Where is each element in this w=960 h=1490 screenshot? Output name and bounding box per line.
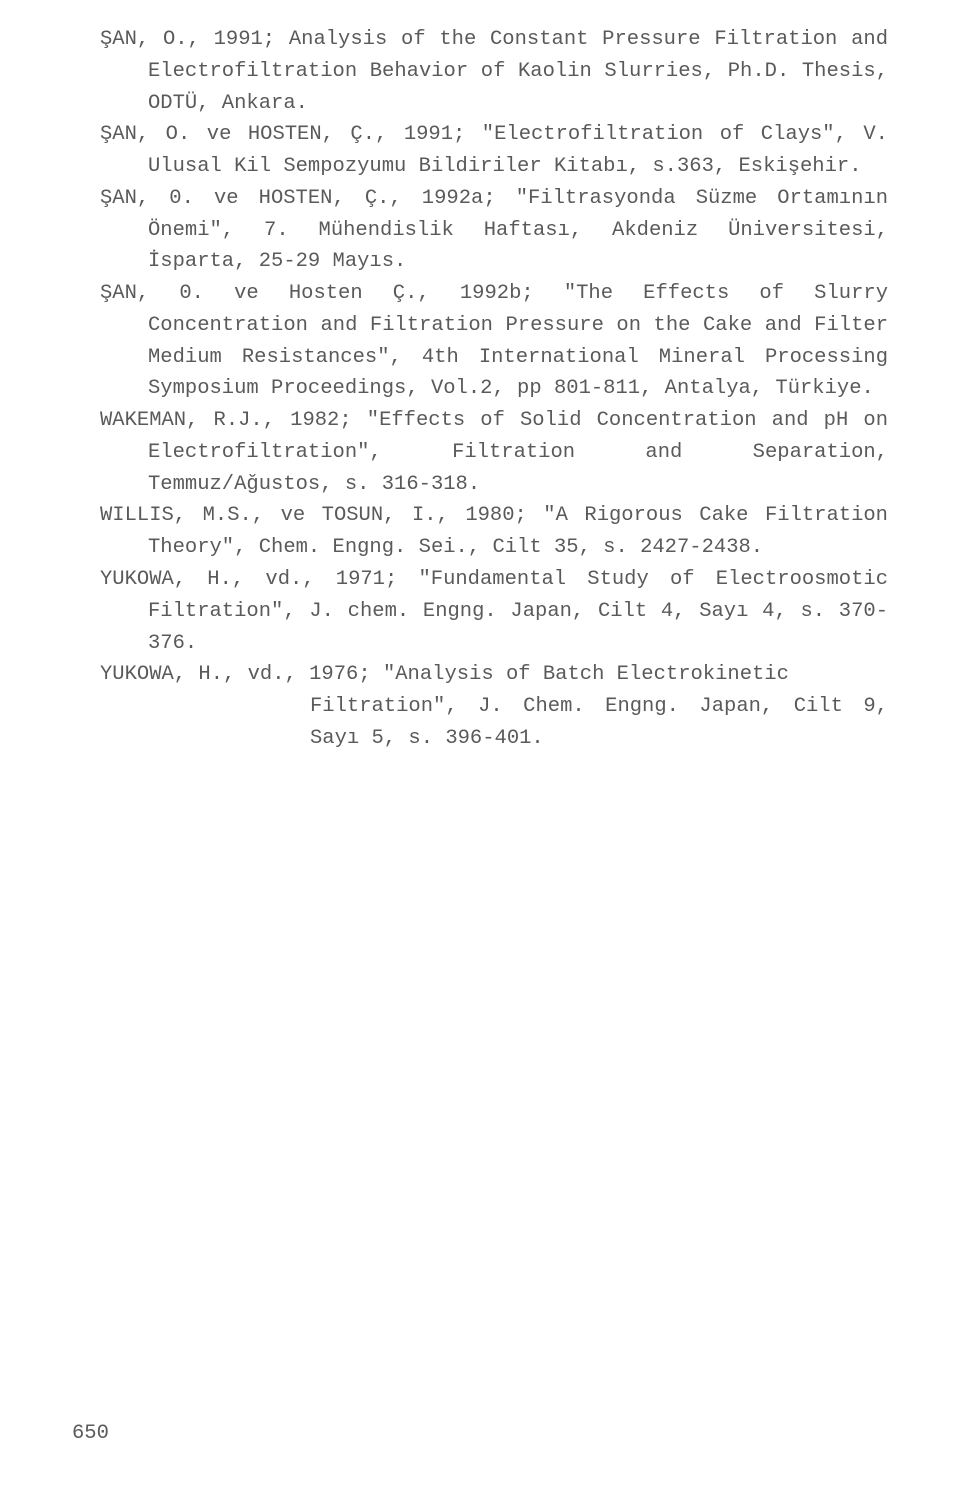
- reference-entry: ŞAN, O. ve HOSTEN, Ç., 1991; "Electrofil…: [100, 119, 888, 183]
- reference-line: ŞAN, O. ve HOSTEN, Ç., 1991; "Electrofil…: [100, 119, 888, 183]
- reference-entry: ŞAN, O., 1991; Analysis of the Constant …: [100, 24, 888, 119]
- reference-line: YUKOWA, H., vd., 1976; "Analysis of Batc…: [100, 659, 888, 691]
- reference-entry: YUKOWA, H., vd., 1976; "Analysis of Batc…: [100, 659, 888, 754]
- reference-entry: ŞAN, 0. ve Hosten Ç., 1992b; "The Effect…: [100, 278, 888, 405]
- references-list: ŞAN, O., 1991; Analysis of the Constant …: [100, 24, 888, 755]
- reference-line: ŞAN, 0. ve HOSTEN, Ç., 1992a; "Filtrasyo…: [100, 183, 888, 278]
- reference-line: Filtration", J. Chem. Engng. Japan, Cilt…: [100, 691, 888, 755]
- reference-entry: YUKOWA, H., vd., 1971; "Fundamental Stud…: [100, 564, 888, 659]
- reference-line: WAKEMAN, R.J., 1982; "Effects of Solid C…: [100, 405, 888, 500]
- reference-line: ŞAN, 0. ve Hosten Ç., 1992b; "The Effect…: [100, 278, 888, 405]
- reference-line: YUKOWA, H., vd., 1971; "Fundamental Stud…: [100, 564, 888, 659]
- reference-line: ŞAN, O., 1991; Analysis of the Constant …: [100, 24, 888, 119]
- reference-entry: ŞAN, 0. ve HOSTEN, Ç., 1992a; "Filtrasyo…: [100, 183, 888, 278]
- reference-line: WILLIS, M.S., ve TOSUN, I., 1980; "A Rig…: [100, 500, 888, 564]
- page-number: 650: [72, 1418, 109, 1450]
- reference-entry: WAKEMAN, R.J., 1982; "Effects of Solid C…: [100, 405, 888, 500]
- document-page: ŞAN, O., 1991; Analysis of the Constant …: [0, 0, 960, 1490]
- reference-entry: WILLIS, M.S., ve TOSUN, I., 1980; "A Rig…: [100, 500, 888, 564]
